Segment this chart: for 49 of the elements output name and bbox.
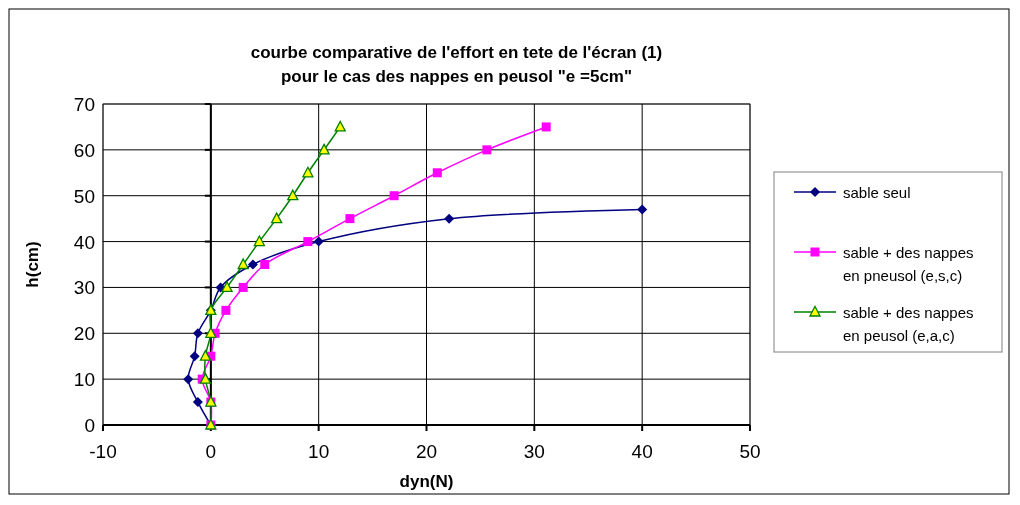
x-tick-label: 50 [739,441,761,462]
point [183,374,194,385]
point [205,327,217,338]
x-tick-label: -10 [89,441,117,462]
point [345,214,355,224]
point [189,351,200,362]
point [199,372,212,384]
point [302,166,314,178]
point [221,305,231,315]
legend-label: sable + des nappes en pneusol (e,s,c) [843,244,974,284]
point [637,204,648,215]
y-tick-label: 10 [73,369,95,391]
point [270,212,283,224]
point [237,258,249,270]
point [260,260,270,269]
x-tick-label: 10 [308,441,330,462]
y-tick-label: 40 [73,231,95,253]
legend-label: sable + des nappes en peusol (e,a,c) [843,304,974,344]
y-tick-label: 70 [73,94,95,115]
y-tick-label: 50 [73,185,95,207]
point [432,168,442,178]
x-tick-label: 40 [631,441,653,462]
point [247,259,258,270]
point [318,143,330,155]
point [238,282,248,292]
point [199,350,212,361]
legend-label: sable seul [843,184,911,201]
y-tick-label: 60 [73,139,95,161]
point [444,213,455,224]
point [334,120,346,132]
y-tick-label: 20 [73,323,95,345]
point [253,235,266,247]
y-tick-label: 30 [73,277,95,299]
y-axis-title: h(cm) [23,241,42,288]
point [287,189,299,201]
point [541,122,551,132]
x-tick-label: 0 [205,441,217,462]
point [313,236,324,247]
chart-title: courbe comparative de l'effort en tete de l'écran (1) pour le cas des nappes en peusol "e =5cm" [250,43,663,86]
x-axis-title: dyn(N) [399,472,454,491]
point [221,281,233,293]
point [192,328,203,339]
x-tick-label: 30 [523,441,545,462]
point [482,145,492,155]
y-tick-label: 0 [84,415,95,436]
point [303,237,313,247]
point [389,191,399,201]
x-tick-label: 20 [415,441,438,462]
point [192,397,203,408]
